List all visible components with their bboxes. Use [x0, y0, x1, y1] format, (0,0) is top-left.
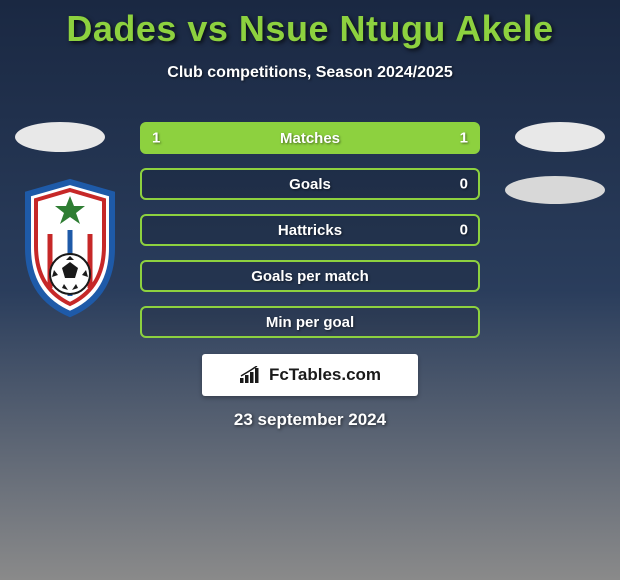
- stat-row-matches: 1 Matches 1: [140, 122, 480, 154]
- stat-value-left: 1: [152, 130, 160, 147]
- date-label: 23 september 2024: [234, 410, 386, 430]
- team-badge-right: [505, 176, 605, 204]
- player-avatar-left: [15, 122, 105, 152]
- stat-row-goals: Goals 0: [140, 168, 480, 200]
- brand-text: FcTables.com: [269, 365, 381, 385]
- stat-row-hattricks: Hattricks 0: [140, 214, 480, 246]
- branding-badge: FcTables.com: [202, 354, 418, 396]
- stat-label: Goals: [289, 176, 331, 193]
- team-badge-left: [20, 178, 120, 318]
- player-avatar-right: [515, 122, 605, 152]
- stat-row-goals-per-match: Goals per match: [140, 260, 480, 292]
- chart-icon: [239, 366, 263, 384]
- stat-label: Min per goal: [266, 314, 354, 331]
- stat-value-right: 1: [460, 130, 468, 147]
- stats-container: 1 Matches 1 Goals 0 Hattricks 0 Goals pe…: [140, 122, 480, 352]
- stat-label: Goals per match: [251, 268, 369, 285]
- subtitle: Club competitions, Season 2024/2025: [0, 64, 620, 82]
- page-title: Dades vs Nsue Ntugu Akele: [0, 0, 620, 50]
- stat-value-right: 0: [460, 176, 468, 193]
- stat-row-min-per-goal: Min per goal: [140, 306, 480, 338]
- stat-value-right: 0: [460, 222, 468, 239]
- stat-label: Matches: [280, 130, 340, 147]
- stat-label: Hattricks: [278, 222, 342, 239]
